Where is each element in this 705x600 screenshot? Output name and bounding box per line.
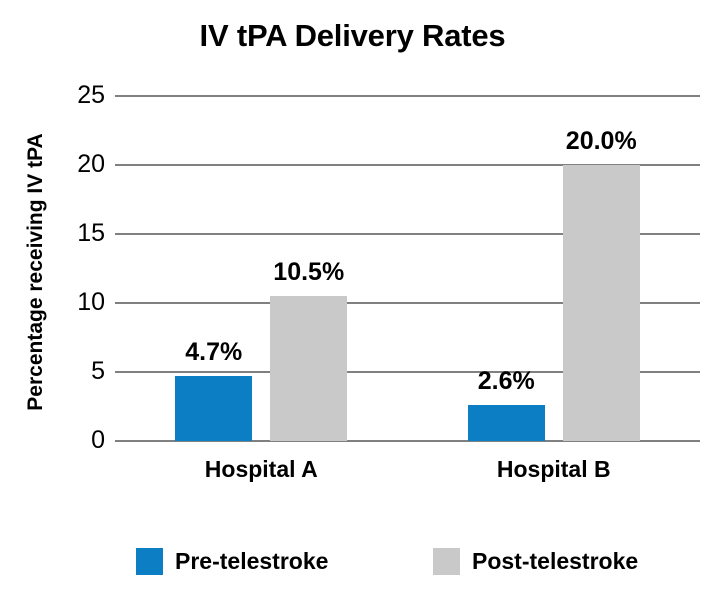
x-axis-category-label: Hospital B xyxy=(496,456,611,482)
legend-item-label: Post-telestroke xyxy=(472,548,639,574)
legend-item-pre-telestroke[interactable]: Pre-telestroke xyxy=(136,548,328,575)
bar[interactable] xyxy=(175,376,253,441)
chart-legend: Pre-telestroke Post-telestroke xyxy=(0,548,705,582)
y-axis-tick-label: 25 xyxy=(77,81,105,109)
bar-value-label: 2.6% xyxy=(477,367,535,396)
y-axis-tick-label: 5 xyxy=(91,357,105,385)
legend-swatch-icon xyxy=(136,548,163,575)
legend-item-label: Pre-telestroke xyxy=(175,548,329,574)
gridline xyxy=(115,164,700,166)
gridline xyxy=(115,233,700,235)
x-axis-category-label: Hospital A xyxy=(204,456,318,482)
bar-value-label: 4.7% xyxy=(185,338,243,367)
y-axis-tick-label: 15 xyxy=(77,219,105,247)
bar[interactable] xyxy=(270,296,348,441)
gridline xyxy=(115,440,700,442)
legend-item-post-telestroke[interactable]: Post-telestroke xyxy=(433,548,638,575)
y-axis-tick-label: 10 xyxy=(77,288,105,316)
bar-value-label: 20.0% xyxy=(565,127,637,155)
gridline xyxy=(115,371,700,373)
y-axis-tick-label: 0 xyxy=(91,426,105,454)
bar[interactable] xyxy=(562,165,640,441)
y-axis-tick-labels: 0 5 10 15 20 25 xyxy=(30,83,105,453)
y-axis-tick-label: 20 xyxy=(77,150,105,178)
chart-title: IV tPA Delivery Rates xyxy=(199,18,506,53)
bar-value-label: 10.5% xyxy=(273,258,345,287)
gridline xyxy=(115,95,700,97)
bar[interactable] xyxy=(467,405,545,441)
plot-area: 4.7% 10.5% 2.6% 20.0% xyxy=(115,95,700,442)
gridline xyxy=(115,302,700,304)
legend-swatch-icon xyxy=(433,548,460,575)
